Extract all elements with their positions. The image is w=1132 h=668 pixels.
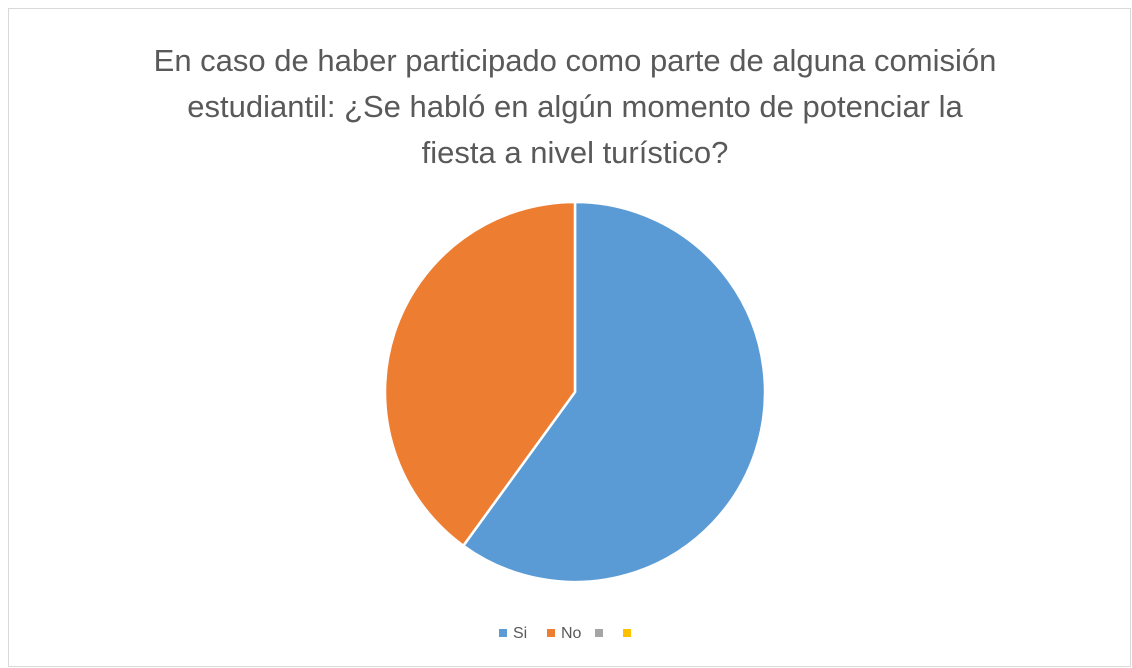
- pie-slice: [461, 200, 767, 584]
- legend-swatch: [623, 629, 631, 637]
- legend-swatch: [547, 629, 555, 637]
- legend-swatch: [499, 629, 507, 637]
- pie-slice: [383, 200, 577, 548]
- legend-label: No: [561, 625, 582, 642]
- chart-title: En caso de haber participado como parte …: [153, 43, 997, 170]
- legend-label: Si: [513, 625, 527, 642]
- legend-swatch: [595, 629, 603, 637]
